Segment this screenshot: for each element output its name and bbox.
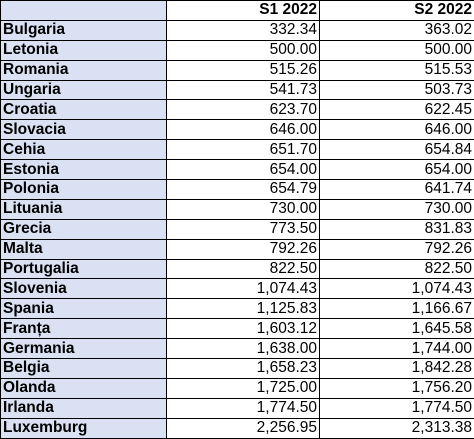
s2-2022-cell[interactable]: 646.00 xyxy=(320,120,474,140)
header-s2-2022[interactable]: S2 2022 xyxy=(320,1,474,21)
s1-2022-cell[interactable]: 654.79 xyxy=(167,180,320,200)
s1-2022-cell[interactable]: 332.34 xyxy=(167,20,320,40)
s1-2022-cell[interactable]: 654.00 xyxy=(167,160,320,180)
country-cell[interactable]: Croatia xyxy=(1,100,167,120)
s2-2022-cell[interactable]: 654.84 xyxy=(320,140,474,160)
country-cell[interactable]: Cehia xyxy=(1,140,167,160)
country-cell[interactable]: Malta xyxy=(1,239,167,259)
s2-2022-cell[interactable]: 1,842.28 xyxy=(320,359,474,379)
country-cell[interactable]: Lituania xyxy=(1,199,167,219)
s2-2022-cell[interactable]: 641.74 xyxy=(320,180,474,200)
country-cell[interactable]: Slovacia xyxy=(1,120,167,140)
s2-2022-cell[interactable]: 363.02 xyxy=(320,20,474,40)
s1-2022-cell[interactable]: 651.70 xyxy=(167,140,320,160)
s2-2022-cell[interactable]: 2,313.38 xyxy=(320,418,474,438)
s2-2022-cell[interactable]: 1,756.20 xyxy=(320,378,474,398)
country-cell[interactable]: Polonia xyxy=(1,180,167,200)
country-cell[interactable]: Estonia xyxy=(1,160,167,180)
s1-2022-cell[interactable]: 500.00 xyxy=(167,40,320,60)
s1-2022-cell[interactable]: 1,603.12 xyxy=(167,319,320,339)
country-cell[interactable]: Letonia xyxy=(1,40,167,60)
s1-2022-cell[interactable]: 1,658.23 xyxy=(167,359,320,379)
s2-2022-cell[interactable]: 1,744.00 xyxy=(320,339,474,359)
s2-2022-cell[interactable]: 654.00 xyxy=(320,160,474,180)
country-cell[interactable]: Romania xyxy=(1,60,167,80)
country-cell[interactable]: Grecia xyxy=(1,219,167,239)
country-cell[interactable]: Luxemburg xyxy=(1,418,167,438)
s2-2022-cell[interactable]: 792.26 xyxy=(320,239,474,259)
s1-2022-cell[interactable]: 1,725.00 xyxy=(167,378,320,398)
country-cell[interactable]: Irlanda xyxy=(1,398,167,418)
s2-2022-cell[interactable]: 500.00 xyxy=(320,40,474,60)
s1-2022-cell[interactable]: 1,774.50 xyxy=(167,398,320,418)
header-country-cell[interactable] xyxy=(1,1,167,21)
s2-2022-cell[interactable]: 1,166.67 xyxy=(320,299,474,319)
s2-2022-cell[interactable]: 622.45 xyxy=(320,100,474,120)
s1-2022-cell[interactable]: 646.00 xyxy=(167,120,320,140)
s2-2022-cell[interactable]: 730.00 xyxy=(320,199,474,219)
s1-2022-cell[interactable]: 515.26 xyxy=(167,60,320,80)
s1-2022-cell[interactable]: 792.26 xyxy=(167,239,320,259)
country-cell[interactable]: Ungaria xyxy=(1,80,167,100)
s2-2022-cell[interactable]: 1,074.43 xyxy=(320,279,474,299)
s2-2022-cell[interactable]: 1,774.50 xyxy=(320,398,474,418)
country-cell[interactable]: Spania xyxy=(1,299,167,319)
header-s1-2022[interactable]: S1 2022 xyxy=(167,1,320,21)
s2-2022-cell[interactable]: 515.53 xyxy=(320,60,474,80)
country-cell[interactable]: Olanda xyxy=(1,378,167,398)
s1-2022-cell[interactable]: 541.73 xyxy=(167,80,320,100)
s2-2022-cell[interactable]: 503.73 xyxy=(320,80,474,100)
s1-2022-cell[interactable]: 1,125.83 xyxy=(167,299,320,319)
s1-2022-cell[interactable]: 2,256.95 xyxy=(167,418,320,438)
country-cell[interactable]: Slovenia xyxy=(1,279,167,299)
country-cell[interactable]: Portugalia xyxy=(1,259,167,279)
s2-2022-cell[interactable]: 831.83 xyxy=(320,219,474,239)
s1-2022-cell[interactable]: 623.70 xyxy=(167,100,320,120)
country-cell[interactable]: Belgia xyxy=(1,359,167,379)
header-row: S1 2022 S2 2022 xyxy=(1,1,474,21)
s1-2022-cell[interactable]: 1,638.00 xyxy=(167,339,320,359)
s2-2022-cell[interactable]: 822.50 xyxy=(320,259,474,279)
country-cell[interactable]: Bulgaria xyxy=(1,20,167,40)
s1-2022-cell[interactable]: 822.50 xyxy=(167,259,320,279)
s2-2022-cell[interactable]: 1,645.58 xyxy=(320,319,474,339)
s1-2022-cell[interactable]: 773.50 xyxy=(167,219,320,239)
country-cell[interactable]: Franța xyxy=(1,319,167,339)
s1-2022-cell[interactable]: 730.00 xyxy=(167,199,320,219)
s1-2022-cell[interactable]: 1,074.43 xyxy=(167,279,320,299)
country-cell[interactable]: Germania xyxy=(1,339,167,359)
